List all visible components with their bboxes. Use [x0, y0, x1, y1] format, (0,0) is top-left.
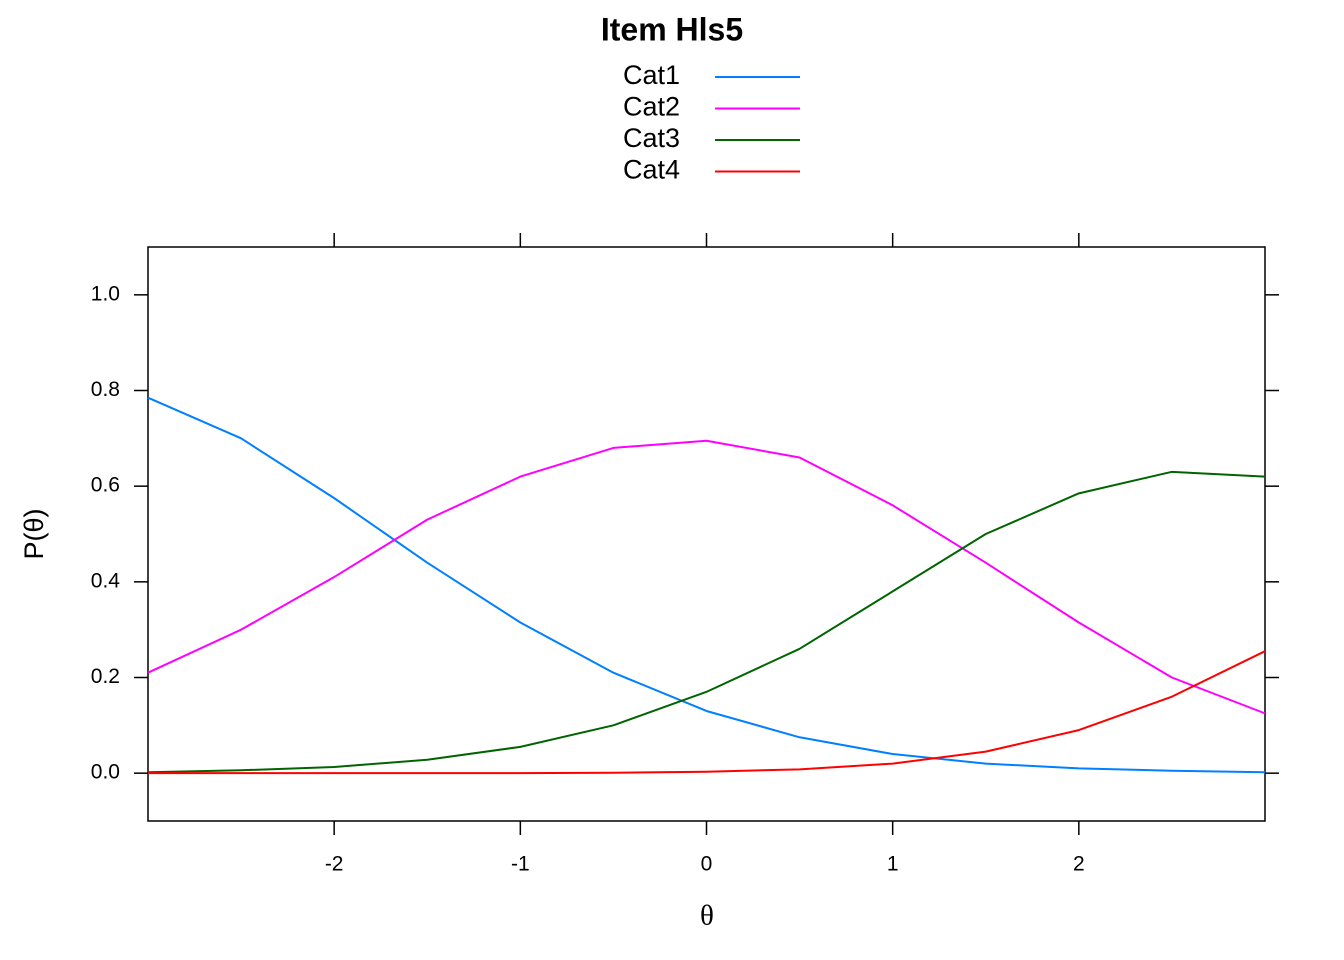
x-tick-label: -1: [511, 853, 530, 876]
y-tick-label: 0.6: [91, 474, 120, 497]
plot-frame: [147, 246, 1266, 822]
y-tick-label: 0.0: [91, 761, 120, 784]
chart-title: Item Hls5: [601, 11, 743, 47]
x-tick-label: 0: [701, 853, 713, 876]
legend-label: Cat3: [623, 123, 680, 153]
y-tick-label: 1.0: [91, 282, 120, 305]
x-axis-label: θ: [700, 900, 714, 932]
y-tick-label: 0.2: [91, 665, 120, 688]
y-tick-label: 0.4: [91, 569, 121, 592]
legend-label: Cat4: [623, 155, 680, 185]
series-line: [147, 470, 1266, 774]
x-tick-label: 1: [887, 853, 899, 876]
legend-label: Cat1: [623, 60, 680, 90]
y-tick-label: 0.8: [91, 378, 120, 401]
series-line: [148, 650, 1266, 775]
x-tick-label: 2: [1073, 853, 1085, 876]
x-tick-label: -2: [325, 853, 344, 876]
series-line: [147, 439, 1266, 715]
legend-label: Cat2: [623, 92, 680, 122]
series-line: [147, 396, 1266, 774]
y-axis-label: P(θ): [19, 508, 49, 559]
